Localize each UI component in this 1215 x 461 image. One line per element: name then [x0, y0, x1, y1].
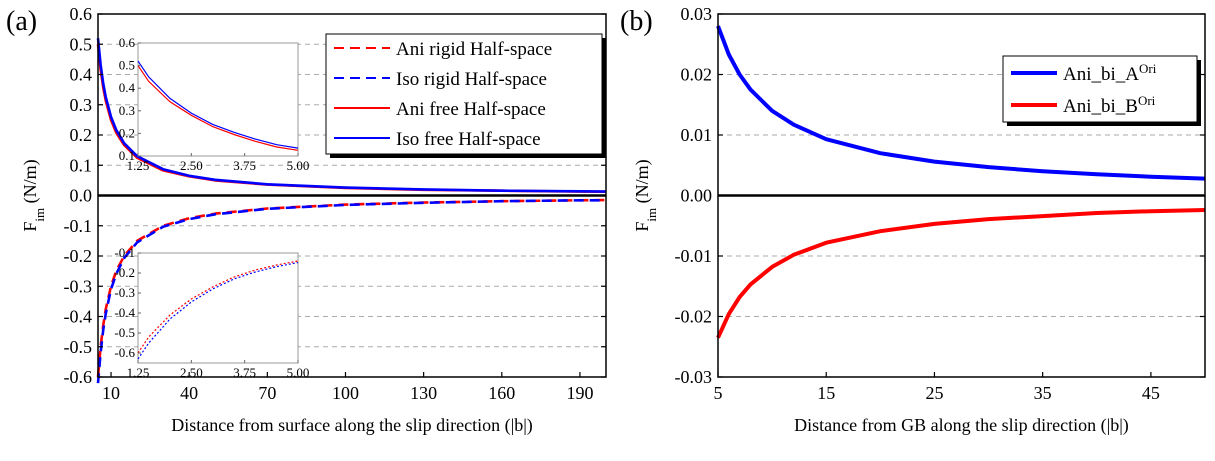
inset-x-tick-label: 5.00: [287, 365, 310, 380]
y-tick-label: 0.6: [70, 4, 93, 24]
y-tick-label: -0.6: [64, 367, 93, 387]
panel-label: (a): [6, 6, 37, 37]
inset-x-tick-label: 2.50: [180, 158, 203, 173]
inset-frame: [137, 42, 299, 157]
legend-label-4: Iso free Half-space: [396, 129, 541, 150]
inset-y-tick-label: -0.2: [114, 265, 135, 280]
x-axis-label: Distance from GB along the slip directio…: [794, 415, 1129, 436]
y-tick-label: 0.1: [70, 155, 93, 175]
inset-y-tick-label: -0.4: [114, 305, 135, 320]
inset-x-tick-label: 5.00: [287, 158, 310, 173]
inset-y-tick-label: -0.3: [114, 285, 135, 300]
series-line-2: [716, 208, 1206, 339]
y-tick-label: -0.03: [675, 367, 713, 387]
inset-x-tick-label: 2.50: [180, 365, 203, 380]
inset-series-line-2: [137, 60, 299, 149]
y-tick-label: 0.3: [70, 95, 93, 115]
x-tick-label: 100: [332, 383, 359, 403]
x-tick-label: 160: [488, 383, 515, 403]
y-tick-label: -0.5: [64, 337, 93, 357]
y-tick-label: 0.03: [681, 4, 713, 24]
inset-series-line-2: [137, 262, 299, 360]
inset-x-tick-label: 3.75: [233, 365, 256, 380]
y-tick-label: -0.1: [64, 216, 93, 236]
series-line-1: [716, 25, 1206, 181]
series-line-4: [96, 38, 607, 193]
legend-label-3: Ani free Half-space: [396, 99, 546, 120]
inset-x-tick-label: 1.25: [127, 365, 150, 380]
x-tick-label: 15: [817, 383, 835, 403]
y-tick-label: -0.4: [64, 307, 93, 327]
y-tick-label: -0.2: [64, 246, 93, 266]
legend-label-text: Ani free Half-space: [396, 99, 546, 120]
x-tick-label: 130: [410, 383, 437, 403]
inset-y-tick-label: 0.5: [119, 58, 135, 73]
inset-x-tick-label: 1.25: [127, 158, 150, 173]
legend-label-text: Iso rigid Half-space: [396, 69, 547, 90]
y-axis-label-subscript: im: [32, 208, 47, 222]
y-axis-label-subscript: im: [644, 208, 659, 222]
x-tick-label: 45: [1142, 383, 1160, 403]
y-tick-label: 0.4: [70, 65, 93, 85]
legend-label-superscript: Ori: [1139, 61, 1157, 76]
y-axis-label-unit: (N/m): [20, 159, 41, 208]
y-axis-label-unit: (N/m): [632, 159, 653, 208]
inset-series-line-1: [137, 65, 299, 151]
x-axis-label: Distance from surface along the slip dir…: [171, 415, 533, 436]
legend-label-text: Ani_bi_B: [1063, 96, 1138, 117]
inset-y-tick-label: 0.1: [119, 148, 135, 163]
inset-y-tick-label: 0.4: [119, 80, 136, 95]
y-tick-label: 0.2: [70, 125, 93, 145]
inset-y-tick-label: -0.6: [114, 345, 135, 360]
y-tick-label: -0.01: [675, 246, 713, 266]
legend-box: [1002, 55, 1198, 123]
inset-series-line-1: [137, 260, 299, 354]
x-tick-label: 190: [566, 383, 593, 403]
legend-label-2: Ani_bi_BOri: [1063, 93, 1156, 118]
inset-y-tick-label: 0.6: [119, 35, 136, 50]
y-tick-label: 0.02: [681, 65, 713, 85]
y-tick-label: 0.01: [681, 125, 713, 145]
y-tick-label: 0.00: [681, 186, 713, 206]
x-tick-label: 10: [102, 383, 120, 403]
inset-frame: [137, 252, 299, 364]
inset-y-tick-label: -0.5: [114, 325, 135, 340]
legend-label-superscript: Ori: [1138, 93, 1156, 108]
y-tick-label: -0.02: [675, 307, 713, 327]
legend-label-text: Iso free Half-space: [396, 129, 541, 150]
legend-box: [325, 33, 603, 155]
legend-label-text: Ani rigid Half-space: [396, 39, 552, 60]
legend-label-2: Iso rigid Half-space: [396, 69, 547, 90]
panel-b: -0.03 -0.02 -0.01 0.00 0.01 0.02 0.03 5 15 25 35 45…: [620, 4, 1206, 436]
inset-y-tick-label: -0.1: [114, 245, 135, 260]
inset-y-tick-label: 0.3: [119, 103, 135, 118]
y-axis-label-main: F: [20, 222, 40, 232]
x-tick-label: 5: [714, 383, 723, 403]
y-tick-label: 0.0: [70, 186, 93, 206]
x-tick-label: 70: [258, 383, 276, 403]
legend-label-text: Ani_bi_A: [1063, 64, 1139, 85]
panel-label: (b): [620, 6, 653, 37]
inset-y-tick-label: 0.2: [119, 125, 135, 140]
y-axis-label-main: F: [632, 222, 652, 232]
y-tick-label: -0.3: [64, 276, 93, 296]
x-tick-label: 35: [1034, 383, 1052, 403]
panel-a: -0.6 -0.5 -0.4 -0.3 -0.2 -0.1 0.0 0.1 0.2 0.3 0.4 0…: [6, 4, 607, 436]
x-tick-label: 25: [925, 383, 943, 403]
inset-x-tick-label: 3.75: [233, 158, 256, 173]
y-tick-label: 0.5: [70, 34, 93, 54]
series-line-2: [96, 199, 606, 384]
legend-label-1: Ani rigid Half-space: [396, 39, 552, 60]
y-axis-label: Fim (N/m): [20, 159, 47, 231]
x-tick-label: 40: [180, 383, 198, 403]
legend-label-1: Ani_bi_AOri: [1063, 61, 1157, 86]
y-axis-label: Fim (N/m): [632, 159, 659, 231]
